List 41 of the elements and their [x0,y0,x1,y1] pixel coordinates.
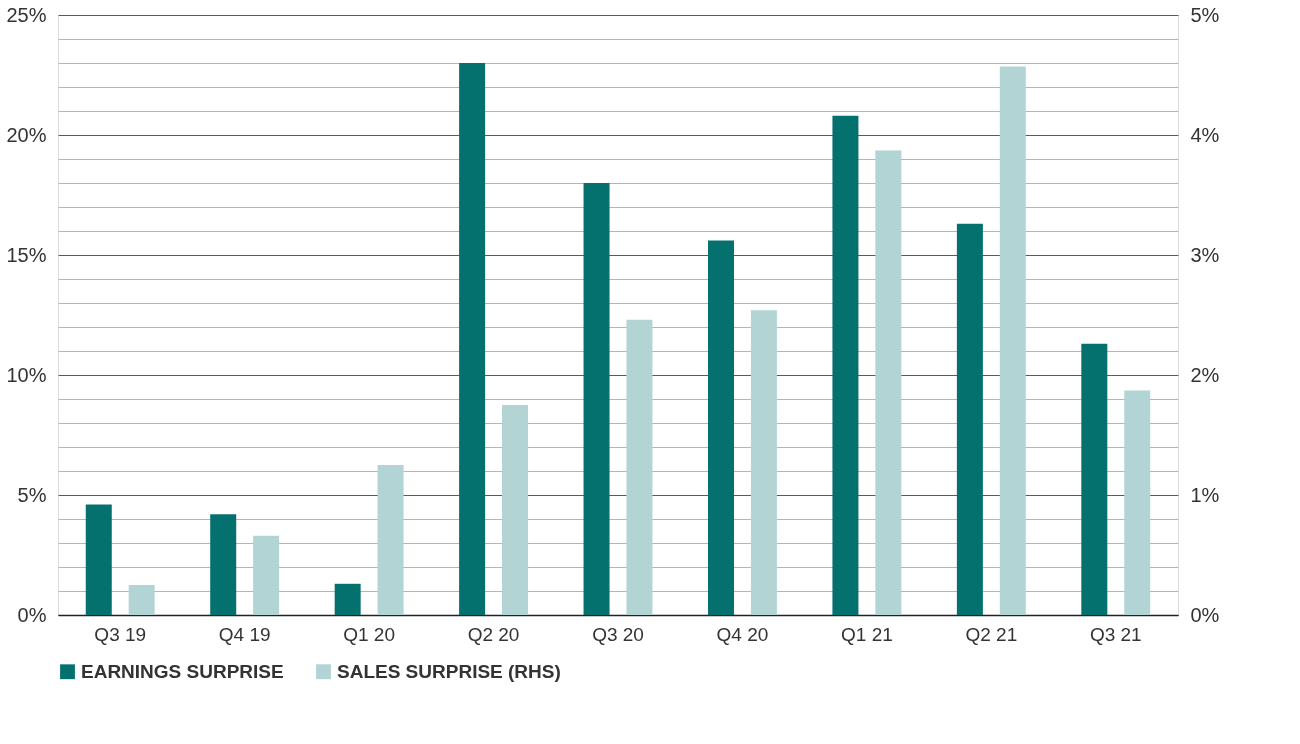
bar [956,223,983,615]
y2-tick-label: 4% [1190,123,1220,146]
bar [626,319,653,615]
bar [377,465,404,615]
y2-tick-label: 5% [1190,3,1220,26]
bar [999,66,1026,615]
x-tick-label: Q2 20 [467,623,520,645]
legend-label: EARNINGS SURPRISE [81,660,284,682]
bar [750,310,777,615]
y-tick-label: 15% [6,243,47,266]
bar [583,183,610,615]
bar [210,514,237,615]
x-tick-label: Q1 20 [343,623,395,645]
bar [128,585,155,615]
bar [832,115,859,615]
bar [875,150,902,615]
x-tick-label: Q3 21 [1089,623,1142,645]
y-tick-label: 5% [17,483,47,506]
y2-tick-label: 1% [1190,483,1220,506]
bar [502,405,529,615]
x-tick-label: Q3 20 [592,623,644,645]
y-tick-label: 10% [6,363,47,386]
x-tick-label: Q4 19 [218,623,271,645]
bar [1081,343,1108,615]
bar [253,535,280,615]
x-tick-label: Q3 19 [94,623,147,645]
x-tick-label: Q2 21 [965,623,1018,645]
bar [334,583,361,615]
bar [707,240,734,615]
y-tick-label: 20% [6,123,47,146]
legend-label: SALES SURPRISE (RHS) [337,660,561,682]
bar [85,504,112,615]
y2-tick-label: 3% [1190,243,1220,266]
bar [1124,390,1151,615]
x-tick-label: Q1 21 [841,623,893,645]
y-tick-label: 25% [6,3,47,26]
bar [459,63,486,615]
x-tick-label: Q4 20 [716,623,769,645]
y2-tick-label: 0% [1190,603,1220,626]
y2-tick-label: 2% [1190,363,1220,386]
y-tick-label: 0% [17,603,47,626]
